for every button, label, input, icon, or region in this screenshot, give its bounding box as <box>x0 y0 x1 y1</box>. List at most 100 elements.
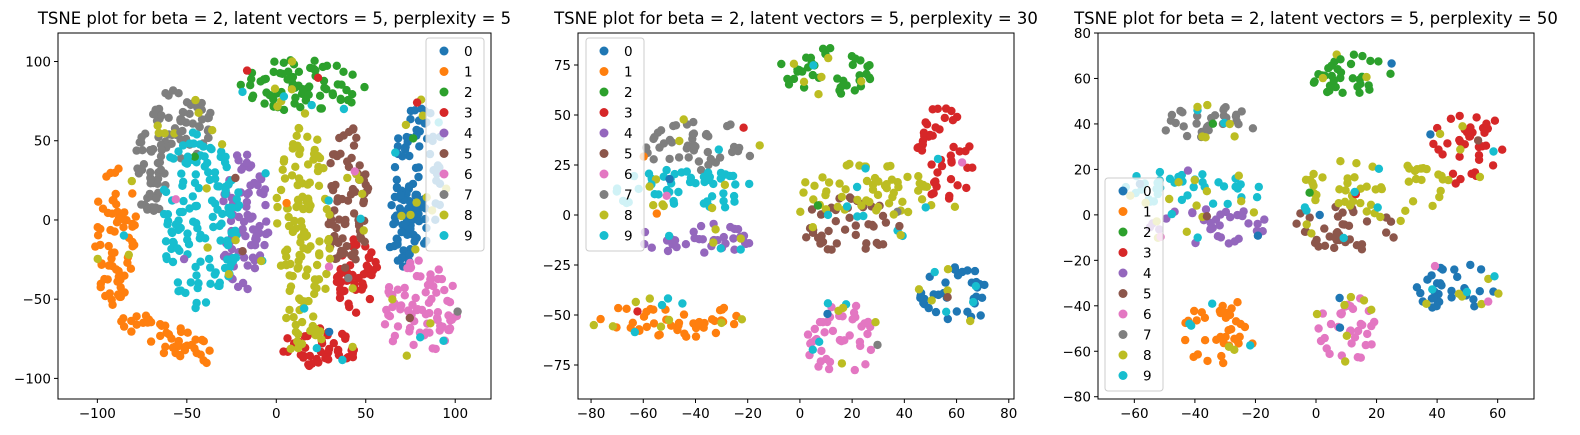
point-5 <box>827 245 836 254</box>
point-6 <box>1314 324 1323 333</box>
point-7 <box>179 108 188 117</box>
point-6 <box>1336 309 1345 318</box>
point-1 <box>711 328 721 338</box>
point-1 <box>103 275 112 284</box>
point-9 <box>230 228 240 238</box>
point-4 <box>1253 219 1262 229</box>
point-4 <box>1238 211 1247 221</box>
point-1 <box>1200 313 1210 322</box>
point-1 <box>1192 316 1201 325</box>
legend-label-4: 4 <box>1143 266 1152 282</box>
point-5 <box>861 244 870 253</box>
point-0 <box>1426 130 1435 139</box>
legend-box <box>1104 177 1164 392</box>
point-2 <box>1366 56 1375 66</box>
point-8 <box>1335 185 1344 194</box>
point-7 <box>137 138 146 147</box>
point-7 <box>1234 120 1243 129</box>
point-2 <box>332 61 341 70</box>
point-7 <box>706 154 715 164</box>
point-1 <box>680 329 689 338</box>
point-7 <box>873 340 882 350</box>
point-9 <box>439 336 448 345</box>
point-5 <box>869 222 878 231</box>
point-9 <box>674 187 683 197</box>
point-3 <box>1455 152 1464 161</box>
point-8 <box>711 225 720 234</box>
point-2 <box>279 58 288 67</box>
point-5 <box>878 211 888 221</box>
point-8 <box>313 166 323 176</box>
x-tick-label: 50 <box>357 406 374 422</box>
point-9 <box>1374 164 1384 173</box>
point-0 <box>1466 260 1475 270</box>
point-9 <box>168 228 177 238</box>
point-3 <box>314 358 323 367</box>
point-5 <box>340 249 349 258</box>
point-8 <box>1165 194 1174 204</box>
point-8 <box>943 286 952 295</box>
panel-3: −60 −40 −20 0 20 40 60−80−60−40−20020406080TSN… <box>1063 9 1558 422</box>
y-tick-label: 25 <box>554 158 571 174</box>
point-1 <box>93 231 103 240</box>
point-6 <box>393 285 402 294</box>
point-0 <box>1475 287 1485 296</box>
point-6 <box>861 360 870 369</box>
point-6 <box>851 301 861 311</box>
point-8 <box>1405 164 1414 173</box>
point-3 <box>412 98 422 107</box>
point-0 <box>1253 231 1263 240</box>
y-tick-label: −60 <box>1063 344 1092 360</box>
point-8 <box>1174 178 1183 187</box>
point-9 <box>217 147 226 156</box>
point-8 <box>1341 186 1350 195</box>
point-9 <box>1373 203 1382 212</box>
point-1 <box>146 337 156 346</box>
point-7 <box>1171 118 1180 128</box>
point-8 <box>306 242 315 251</box>
point-6 <box>1484 297 1493 306</box>
point-3 <box>919 128 929 137</box>
point-6 <box>445 298 455 307</box>
point-8 <box>896 230 905 240</box>
point-3 <box>927 160 936 169</box>
point-2 <box>298 85 307 94</box>
point-7 <box>696 165 706 175</box>
point-0 <box>1315 210 1324 220</box>
point-2 <box>1348 74 1358 83</box>
point-2 <box>305 82 314 91</box>
point-9 <box>842 202 852 211</box>
point-3 <box>940 113 949 123</box>
point-8 <box>322 269 331 279</box>
point-0 <box>1436 279 1445 288</box>
point-5 <box>326 159 335 168</box>
point-8 <box>903 207 913 217</box>
point-5 <box>352 133 361 142</box>
point-8 <box>1419 164 1428 173</box>
point-2 <box>1336 68 1346 77</box>
point-8 <box>818 173 827 182</box>
point-8 <box>873 190 883 200</box>
legend-marker-5 <box>599 149 609 158</box>
point-4 <box>242 197 252 207</box>
point-4 <box>719 232 728 242</box>
point-5 <box>344 162 354 172</box>
legend-label-1: 1 <box>464 65 473 81</box>
legend-marker-8 <box>1118 350 1128 360</box>
point-7 <box>453 307 462 316</box>
point-8 <box>355 175 364 184</box>
point-8 <box>789 59 799 68</box>
point-1 <box>197 335 207 345</box>
point-5 <box>840 225 850 234</box>
x-tick-label: −60 <box>629 406 658 422</box>
point-7 <box>146 175 156 184</box>
point-1 <box>183 328 192 337</box>
point-1 <box>119 322 129 331</box>
point-8 <box>203 243 212 252</box>
point-6 <box>1325 349 1334 359</box>
x-tick-label: −80 <box>577 406 606 422</box>
point-6 <box>1316 336 1326 346</box>
point-3 <box>1490 116 1500 125</box>
point-5 <box>832 239 841 248</box>
point-8 <box>1350 173 1359 182</box>
